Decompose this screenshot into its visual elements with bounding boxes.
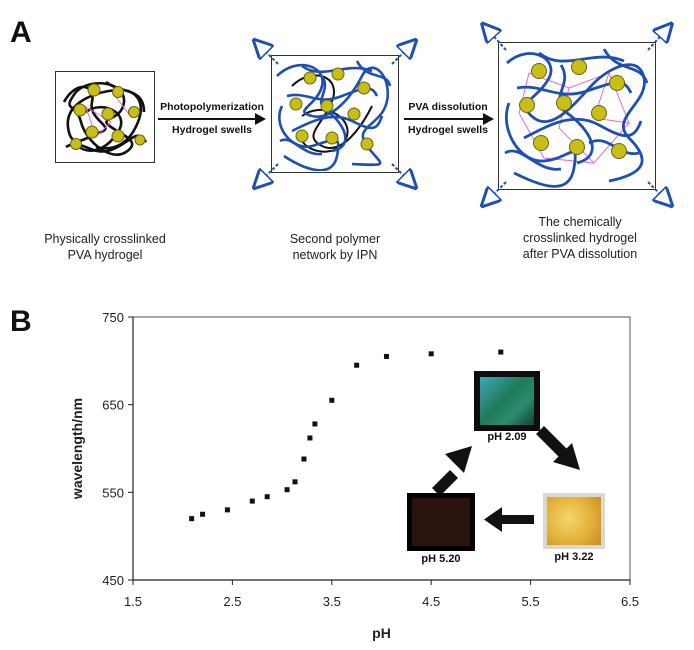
arrow1-label-top: Photopolymerization	[160, 101, 264, 113]
data-point	[329, 397, 335, 403]
ph-2-09-photo	[474, 371, 540, 431]
chemical-hydrogel-box	[498, 42, 656, 190]
ipn-hydrogel-box	[271, 55, 399, 173]
ph-5-20-label: pH 5.20	[421, 553, 461, 565]
data-point	[307, 435, 313, 441]
caption2-line1: Second polymer	[289, 232, 381, 246]
data-point	[249, 498, 255, 504]
caption3-line3: after PVA dissolution	[522, 247, 638, 261]
caption3-line1: The chemically	[538, 215, 622, 229]
x-tick-label: 4.5	[422, 594, 440, 609]
x-tick-label: 5.5	[522, 594, 540, 609]
panel-b-letter: B	[10, 305, 32, 338]
ph-2-09-label: pH 2.09	[487, 431, 527, 443]
data-point	[189, 516, 195, 522]
data-point	[200, 511, 206, 517]
data-point	[301, 456, 307, 462]
pva-hydrogel-box	[55, 71, 155, 163]
data-point	[224, 507, 230, 513]
caption1-line2: PVA hydrogel	[67, 248, 143, 262]
chemical-network-illustration	[504, 48, 649, 188]
arrow2-label-bottom: Hydrogel swells	[408, 124, 488, 136]
chart-points	[189, 349, 504, 522]
caption3-line2: crosslinked hydrogel	[523, 231, 637, 245]
caption2-line2: network by IPN	[292, 248, 378, 262]
x-tick-label: 3.5	[323, 594, 341, 609]
y-tick-label: 550	[102, 485, 124, 500]
ph-5-20-swatch	[412, 498, 470, 546]
caption-pva-hydrogel: Physically crosslinked PVA hydrogel	[30, 231, 180, 263]
ipn-network-illustration	[276, 60, 392, 172]
data-point	[498, 349, 504, 355]
data-point	[292, 479, 298, 485]
x-tick-label: 6.5	[621, 594, 639, 609]
photopolymerization-arrow	[158, 113, 266, 125]
data-point	[383, 353, 389, 359]
data-point	[264, 494, 270, 500]
ph-5-20-photo	[407, 493, 475, 551]
ph-2-09-swatch	[480, 377, 534, 425]
data-point	[428, 351, 434, 357]
data-point	[312, 421, 318, 427]
panel-a-letter: A	[10, 16, 32, 49]
ph-3-22-label: pH 3.22	[554, 551, 594, 563]
caption1-line1: Physically crosslinked	[44, 232, 166, 246]
y-tick-label: 650	[102, 398, 124, 413]
x-axis-label: pH	[372, 625, 391, 641]
pva-dissolution-arrow	[404, 113, 494, 125]
arrow2-label-top: PVA dissolution	[408, 101, 488, 113]
y-axis-label: wavelength/nm	[69, 398, 85, 500]
data-point	[354, 362, 360, 368]
chart-axes: 1.5 2.5 3.5 4.5 5.5 6.5 450 550 650 750 pH waveleng…	[69, 310, 639, 641]
ph-3-22-swatch	[547, 497, 601, 545]
y-tick-label: 750	[102, 310, 124, 325]
data-point	[284, 487, 290, 493]
ph-3-22-photo	[543, 493, 605, 549]
caption-chemical-hydrogel: The chemically crosslinked hydrogel afte…	[500, 214, 660, 262]
x-tick-label: 2.5	[223, 594, 241, 609]
y-tick-label: 450	[102, 573, 124, 588]
pva-network-illustration	[62, 80, 148, 156]
arrow1-label-bottom: Hydrogel swells	[172, 124, 252, 136]
caption-ipn: Second polymer network by IPN	[260, 231, 410, 263]
x-tick-label: 1.5	[124, 594, 142, 609]
